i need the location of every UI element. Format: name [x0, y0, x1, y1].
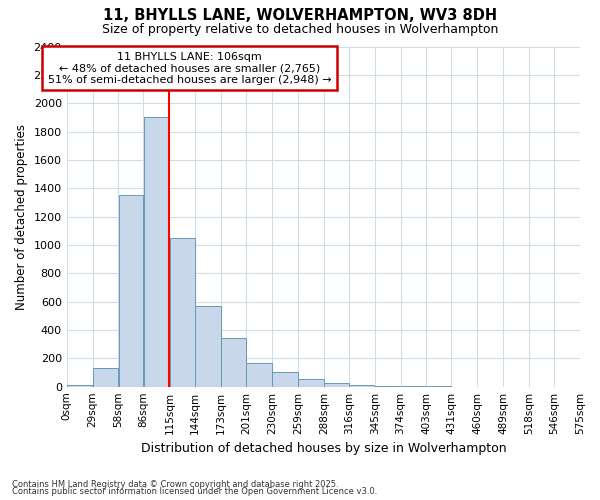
- Bar: [93, 368, 118, 386]
- Bar: [170, 238, 195, 386]
- Text: 11, BHYLLS LANE, WOLVERHAMPTON, WV3 8DH: 11, BHYLLS LANE, WOLVERHAMPTON, WV3 8DH: [103, 8, 497, 22]
- Bar: [324, 383, 349, 386]
- Bar: [247, 364, 272, 386]
- X-axis label: Distribution of detached houses by size in Wolverhampton: Distribution of detached houses by size …: [140, 442, 506, 455]
- Bar: [298, 379, 323, 386]
- Bar: [196, 306, 221, 386]
- Y-axis label: Number of detached properties: Number of detached properties: [15, 124, 28, 310]
- Text: Contains public sector information licensed under the Open Government Licence v3: Contains public sector information licen…: [12, 488, 377, 496]
- Bar: [143, 118, 169, 386]
- Bar: [272, 372, 298, 386]
- Text: 11 BHYLLS LANE: 106sqm
← 48% of detached houses are smaller (2,765)
51% of semi-: 11 BHYLLS LANE: 106sqm ← 48% of detached…: [48, 52, 332, 85]
- Bar: [119, 196, 143, 386]
- Text: Contains HM Land Registry data © Crown copyright and database right 2025.: Contains HM Land Registry data © Crown c…: [12, 480, 338, 489]
- Text: Size of property relative to detached houses in Wolverhampton: Size of property relative to detached ho…: [102, 22, 498, 36]
- Bar: [221, 338, 246, 386]
- Bar: [349, 384, 374, 386]
